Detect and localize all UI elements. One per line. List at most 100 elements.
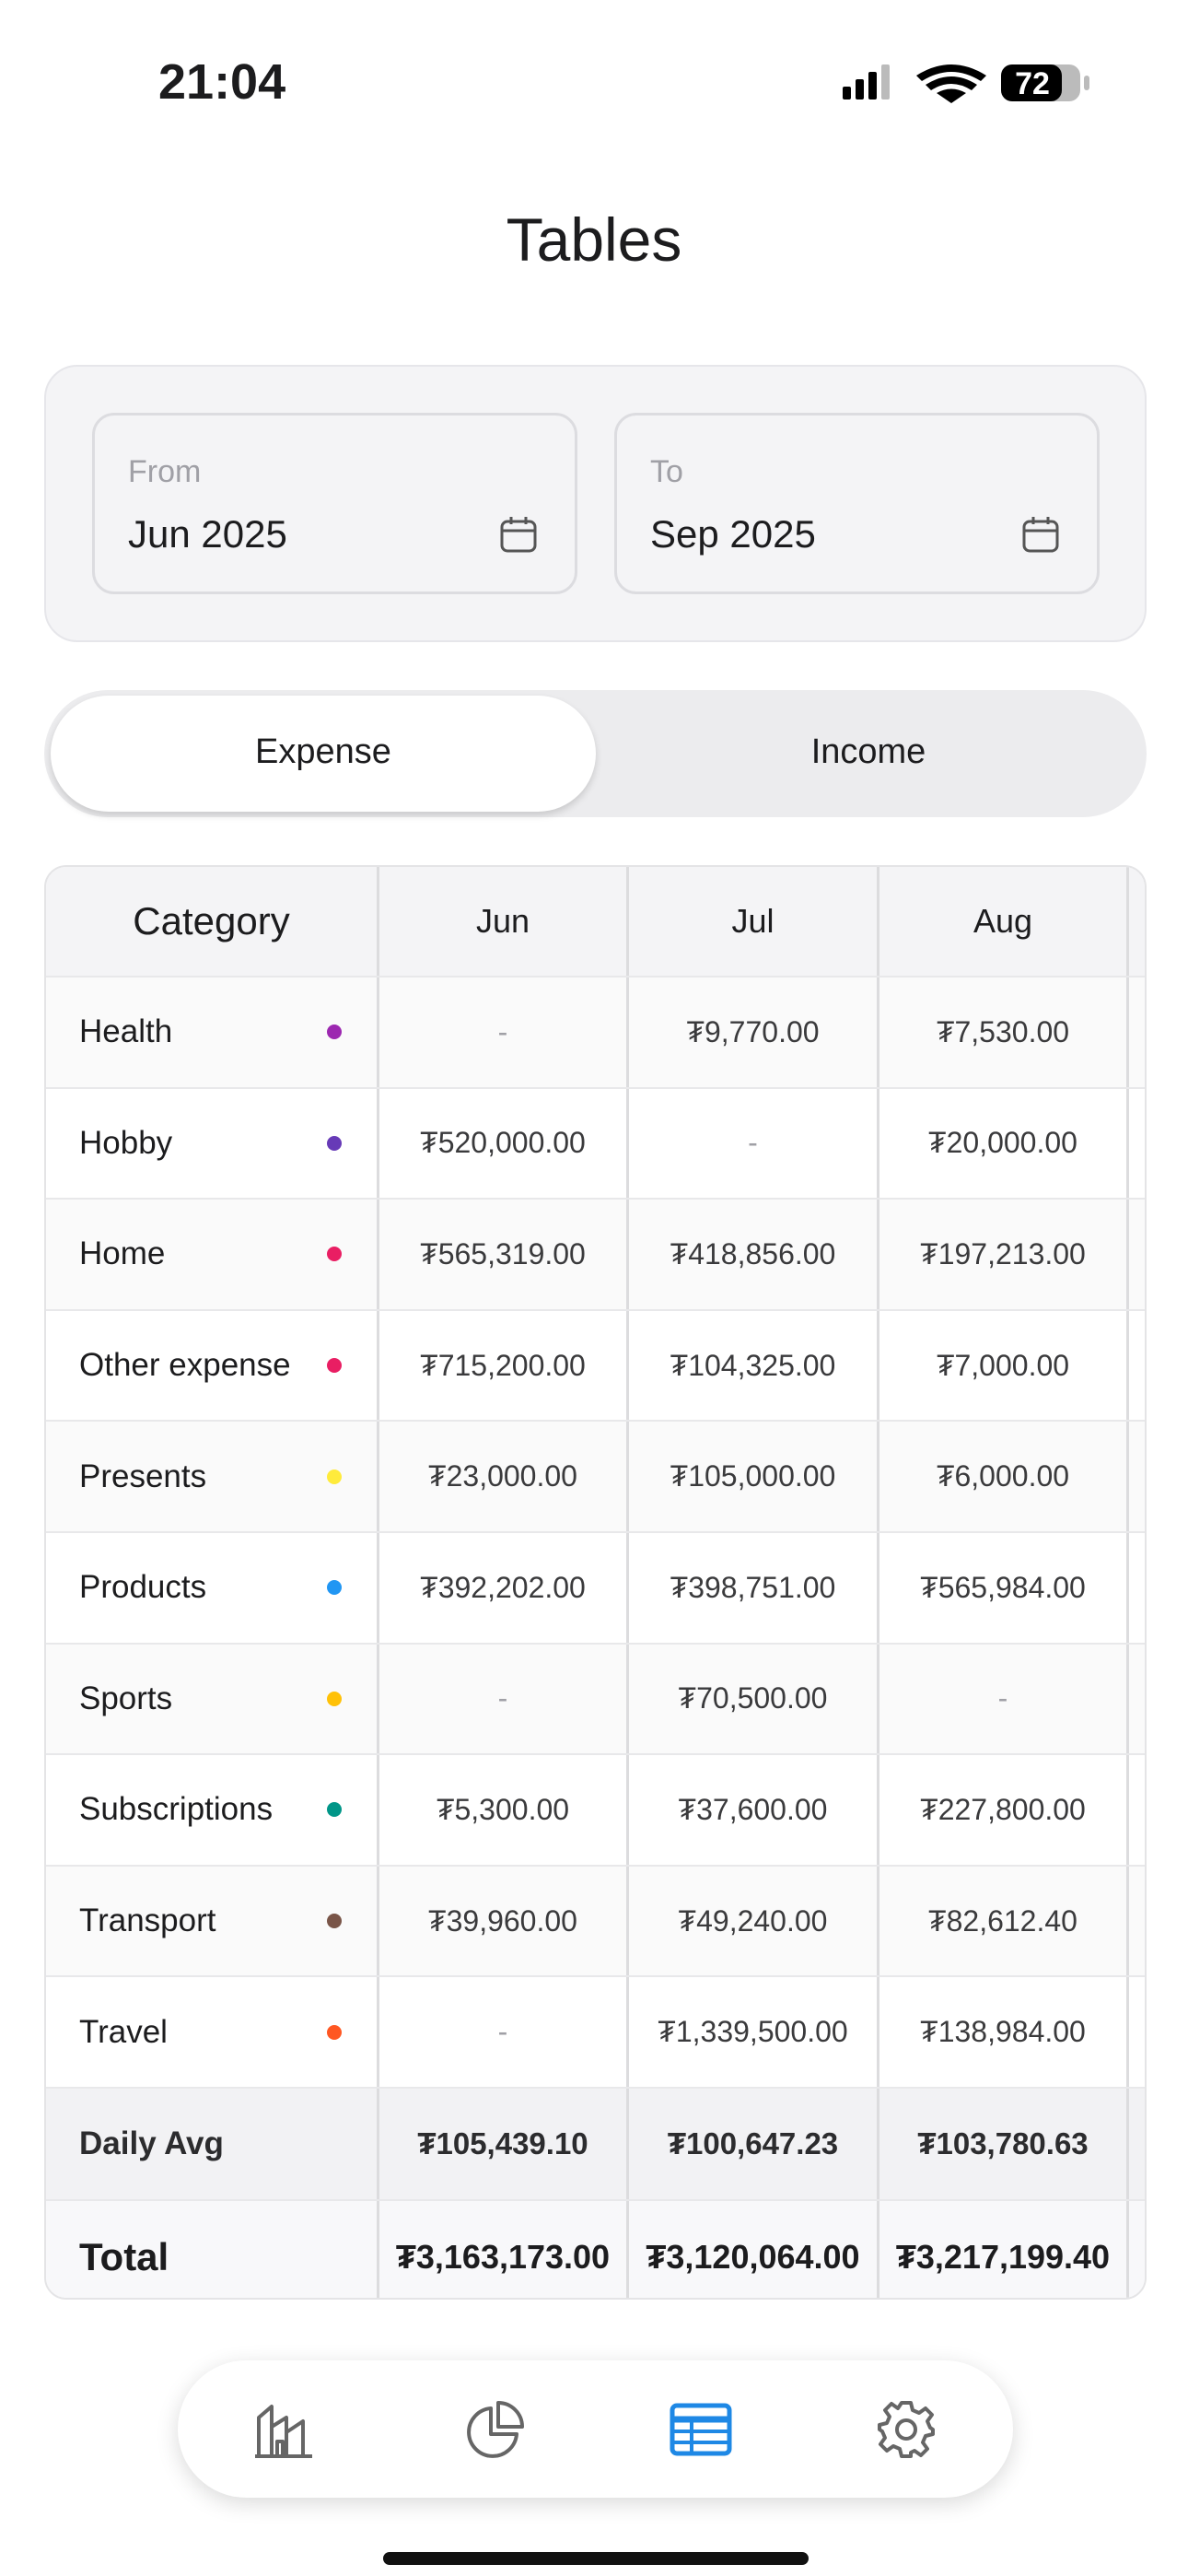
cell: ₮138,984.00: [879, 1977, 1129, 2087]
tables-icon[interactable]: [670, 2403, 732, 2456]
data-row: Health - ₮9,770.00 ₮7,530.00: [46, 978, 1145, 1089]
cell: ₮227,800.00: [879, 1755, 1129, 1865]
cell: ₮100,647.23: [629, 2089, 879, 2199]
cell: ₮1,339,500.00: [629, 1977, 879, 2087]
cell: [1129, 1200, 1145, 1309]
cell: ₮82,612.40: [879, 1866, 1129, 1976]
from-value: Jun 2025: [128, 512, 287, 556]
cell: ₮7,530.00: [879, 978, 1129, 1087]
category-dot: [327, 1025, 342, 1040]
category-dot: [327, 1247, 342, 1262]
status-icons: 72: [843, 64, 1089, 103]
category-dot: [327, 1358, 342, 1374]
cell: ₮39,960.00: [379, 1866, 629, 1976]
data-row: Other expense ₮715,200.00 ₮104,325.00 ₮7,00…: [46, 1310, 1145, 1423]
cell: [1129, 1089, 1145, 1199]
cell: ₮398,751.00: [629, 1533, 879, 1643]
from-label: From: [128, 454, 202, 489]
cell: -: [379, 1977, 629, 2087]
cell: [1129, 1311, 1145, 1421]
table: Category Jun Jul Aug Health - ₮9,770.00 ₮7,530.…: [44, 865, 1147, 2300]
cell: ₮105,000.00: [629, 1422, 879, 1531]
cell: ₮7,000.00: [879, 1310, 1129, 1421]
cell: ₮565,984.00: [879, 1533, 1129, 1643]
settings-icon[interactable]: [876, 2399, 937, 2460]
cell: [1129, 1755, 1145, 1865]
cell: [1129, 2089, 1145, 2199]
cell: ₮104,325.00: [629, 1310, 879, 1421]
data-row: Transport ₮39,960.00 ₮49,240.00 ₮82,612.40: [46, 1866, 1145, 1978]
home-indicator: [383, 2552, 809, 2565]
row-label: Category: [46, 867, 379, 976]
cell: [1129, 1645, 1145, 1754]
row-label: Total: [46, 2201, 379, 2298]
status-time: 21:04: [158, 54, 286, 110]
data-row: Subscriptions ₮5,300.00 ₮37,600.00 ₮227,800…: [46, 1755, 1145, 1867]
cell: [1129, 978, 1145, 1087]
header-row: Category Jun Jul Aug: [46, 867, 1145, 978]
cell: [1129, 1977, 1145, 2087]
category-dot: [327, 1135, 342, 1151]
row-label: Travel: [46, 1977, 379, 2087]
cell: ₮6,000.00: [879, 1422, 1129, 1531]
cell: -: [879, 1644, 1129, 1754]
row-label: Sports: [46, 1644, 379, 1754]
to-value: Sep 2025: [650, 512, 816, 556]
category-dot: [327, 1469, 342, 1484]
category-dot: [327, 1802, 342, 1818]
cell: ₮3,163,173.00: [379, 2201, 629, 2298]
cell: ₮197,213.00: [879, 1200, 1129, 1309]
cell: ₮520,000.00: [379, 1088, 629, 1199]
category-dot: [327, 1914, 342, 1929]
cell: ₮23,000.00: [379, 1422, 629, 1531]
cell: [1129, 1867, 1145, 1976]
row-label: Daily Avg: [46, 2089, 379, 2199]
total-row: Total ₮3,163,173.00 ₮3,120,064.00 ₮3,217,19…: [46, 2201, 1145, 2298]
row-label: Home: [46, 1200, 379, 1309]
selected-pill: [51, 696, 596, 812]
to-label: To: [650, 454, 683, 489]
cell: ₮70,500.00: [629, 1644, 879, 1754]
data-row: Travel - ₮1,339,500.00 ₮138,984.00: [46, 1977, 1145, 2089]
cell: ₮3,217,199.40: [879, 2201, 1129, 2298]
calendar-icon: [500, 517, 537, 553]
cell: [1129, 2201, 1145, 2298]
income-tab[interactable]: Income: [810, 732, 926, 771]
category-dot: [327, 2024, 342, 2040]
cell: ₮49,240.00: [629, 1866, 879, 1976]
data-row: Home ₮565,319.00 ₮418,856.00 ₮197,213.00: [46, 1200, 1145, 1311]
row-label: Products: [46, 1533, 379, 1643]
data-row: Products ₮392,202.00 ₮398,751.00 ₮565,984.0…: [46, 1533, 1145, 1645]
cell: ₮565,319.00: [379, 1200, 629, 1309]
battery-level: 72: [1015, 66, 1050, 101]
expense-tab[interactable]: Expense: [255, 732, 391, 771]
dashboard-icon[interactable]: [251, 2399, 316, 2460]
cell: ₮105,439.10: [379, 2089, 629, 2199]
cell: -: [629, 1088, 879, 1199]
from-field[interactable]: From Jun 2025: [92, 413, 577, 594]
row-label: Other expense: [46, 1310, 379, 1421]
chart-icon[interactable]: [465, 2399, 526, 2460]
cell: ₮392,202.00: [379, 1533, 629, 1643]
tab-bar: [178, 2360, 1013, 2498]
daily-avg-row: Daily Avg ₮105,439.10 ₮100,647.23 ₮103,780.…: [46, 2089, 1145, 2201]
cell: [1129, 867, 1145, 976]
cell: Aug: [879, 867, 1129, 976]
row-label: Hobby: [46, 1088, 379, 1199]
cell: ₮103,780.63: [879, 2089, 1129, 2199]
cell: [1129, 1533, 1145, 1643]
cell: ₮20,000.00: [879, 1088, 1129, 1199]
row-label: Health: [46, 978, 379, 1087]
category-dot: [327, 1580, 342, 1596]
cell: ₮3,120,064.00: [629, 2201, 879, 2298]
cell: [1129, 1422, 1145, 1531]
cell: Jul: [629, 867, 879, 976]
to-field[interactable]: To Sep 2025: [614, 413, 1100, 594]
category-dot: [327, 1691, 342, 1706]
cell: ₮5,300.00: [379, 1755, 629, 1865]
page-title: Tables: [506, 205, 682, 274]
data-row: Sports - ₮70,500.00-: [46, 1644, 1145, 1756]
cell: -: [379, 978, 629, 1087]
cell: Jun: [379, 867, 629, 976]
